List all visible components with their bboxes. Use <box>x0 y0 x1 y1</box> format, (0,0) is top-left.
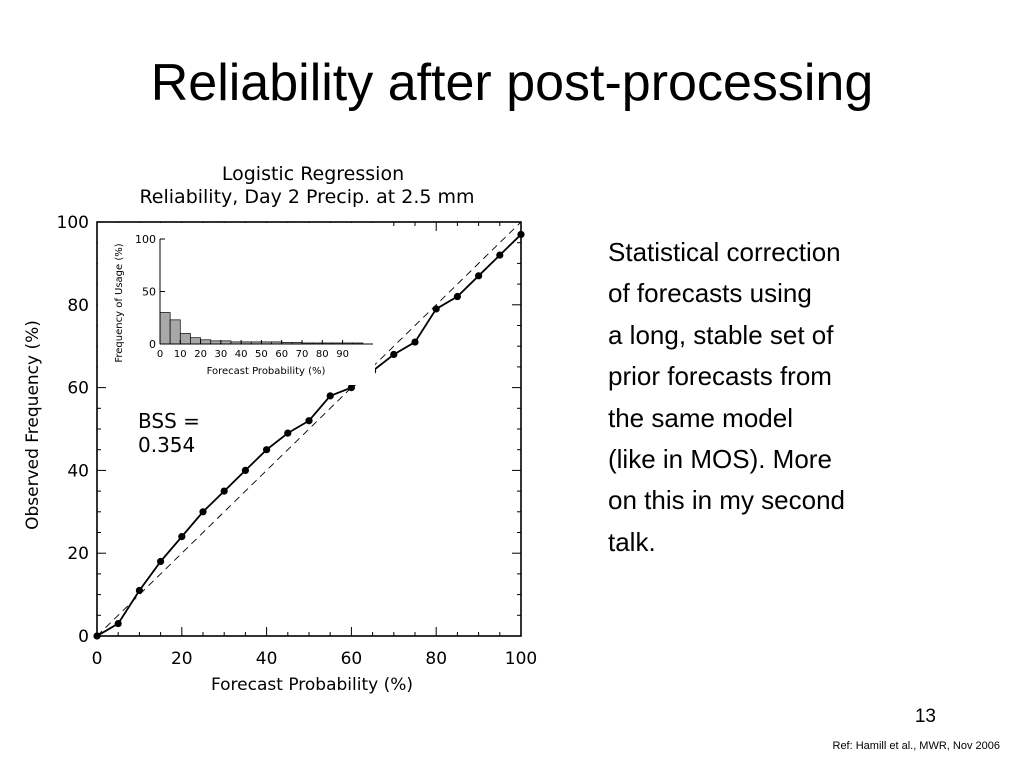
inset-y-axis-label: Frequency of Usage (%) <box>114 243 125 362</box>
y-tick-label: 0 <box>78 627 89 647</box>
body-text-line: on this in my second <box>608 485 846 516</box>
data-point <box>220 487 228 495</box>
reliability-points <box>93 230 525 640</box>
data-point <box>263 446 271 454</box>
inset-x-tick-labels: 0 10 20 30 40 50 60 70 80 90 <box>157 349 349 360</box>
data-point <box>432 305 440 313</box>
bss-label: BSS = <box>138 409 200 433</box>
slide-body-text: Statistical correction of forecasts usin… <box>608 232 938 563</box>
inset-background <box>98 223 375 385</box>
histogram-bar <box>159 312 171 345</box>
data-point <box>475 272 483 280</box>
inset-y-tick-labels: 0 50 100 <box>135 233 156 351</box>
x-tick-label: 0 <box>92 649 103 669</box>
y-tick-label: 80 <box>67 296 89 316</box>
slide-number: 13 <box>914 706 936 727</box>
data-point <box>178 533 186 541</box>
data-point <box>241 466 249 474</box>
inset-axis-ticks <box>159 238 344 345</box>
inset-x-tick-label: 60 <box>275 349 288 360</box>
inset-y-tick-label: 0 <box>149 338 156 351</box>
y-tick-label: 100 <box>57 213 89 233</box>
inset-y-tick-label: 100 <box>135 233 156 246</box>
reference-citation: Ref: Hamill et al., MWR, Nov 2006 <box>832 740 1001 752</box>
data-point <box>199 508 207 516</box>
y-tick-label: 20 <box>67 544 89 564</box>
body-text-line: the same model <box>608 402 793 433</box>
inset-x-tick-label: 70 <box>296 349 309 360</box>
data-point <box>157 557 165 566</box>
slide-title: Reliability after post-processing <box>150 54 874 112</box>
body-text-line: talk. <box>608 526 656 557</box>
body-text-line: a long, stable set of <box>608 319 834 350</box>
inset-x-tick-label: 50 <box>255 349 268 360</box>
inset-x-tick-label: 80 <box>316 349 329 360</box>
x-tick-label: 20 <box>171 649 193 669</box>
inset-x-tick-label: 40 <box>235 349 248 360</box>
data-point <box>517 230 525 239</box>
body-text-line: prior forecasts from <box>608 361 832 392</box>
data-point <box>93 632 101 640</box>
data-point <box>411 338 419 346</box>
body-text-line: of forecasts using <box>608 278 812 309</box>
x-tick-label: 40 <box>256 649 278 669</box>
data-point <box>305 417 313 425</box>
histogram-bar <box>190 337 201 345</box>
main-x-tick-labels: 0 20 40 60 80 100 <box>92 649 538 669</box>
main-y-axis-label: Observed Frequency (%) <box>23 320 43 530</box>
x-tick-label: 100 <box>505 649 537 669</box>
inset-x-tick-label: 0 <box>157 349 163 360</box>
body-text-line: Statistical correction <box>608 237 841 267</box>
data-point <box>496 251 504 259</box>
data-point <box>135 586 143 595</box>
data-point <box>347 384 355 392</box>
x-tick-label: 60 <box>341 649 363 669</box>
chart-title: Logistic Regression <box>222 163 404 185</box>
histogram-bar <box>179 333 191 345</box>
main-x-axis-label: Forecast Probability (%) <box>211 675 413 695</box>
reliability-chart: Logistic Regression Reliability, Day 2 P… <box>23 163 538 695</box>
chart-subtitle: Reliability, Day 2 Precip. at 2.5 mm <box>139 186 474 208</box>
inset-x-tick-label: 30 <box>214 349 227 360</box>
histogram-bar <box>200 339 212 345</box>
data-point <box>326 392 334 400</box>
data-point <box>453 292 461 301</box>
inset-x-tick-label: 90 <box>336 349 349 360</box>
body-text-line: (like in MOS). More <box>608 444 832 475</box>
diagonal-reference-line <box>96 221 522 637</box>
data-point <box>284 429 292 437</box>
inset-x-axis-label: Forecast Probability (%) <box>207 366 326 377</box>
inset-x-tick-label: 10 <box>174 349 187 360</box>
data-point <box>114 619 122 628</box>
inset-y-tick-label: 50 <box>142 286 156 299</box>
x-tick-label: 80 <box>425 649 447 669</box>
data-point <box>390 350 398 359</box>
y-tick-label: 60 <box>67 379 89 399</box>
y-tick-label: 40 <box>67 461 89 481</box>
histogram-bar <box>169 319 181 345</box>
inset-x-tick-label: 20 <box>194 349 207 360</box>
main-y-tick-labels: 0 20 40 60 80 100 <box>57 213 89 647</box>
bss-value: 0.354 <box>138 433 195 457</box>
